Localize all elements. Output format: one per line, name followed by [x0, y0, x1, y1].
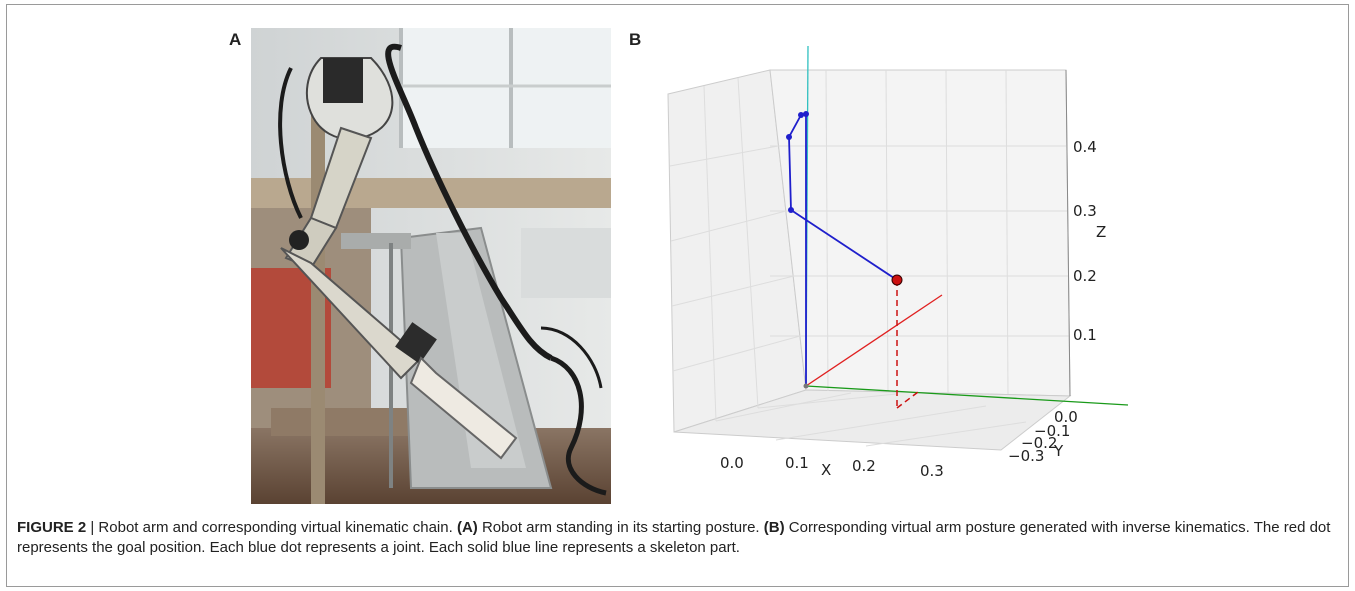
goal-floor-line	[896, 391, 919, 409]
z-tick-label: 0.3	[1073, 202, 1097, 220]
caption-title: Robot arm and corresponding virtual kine…	[98, 519, 453, 536]
plot-gridlines	[669, 69, 1069, 447]
y-tick-label: 0.0	[1054, 408, 1078, 426]
y-tick-label: −0.3	[1008, 447, 1044, 465]
caption-part-a-text: Robot arm standing in its starting postu…	[481, 519, 760, 536]
arm-skeleton-line	[788, 112, 898, 386]
x-axis-line	[805, 294, 943, 387]
x-tick-label: 0.1	[785, 454, 809, 472]
x-tick-label: 0.2	[852, 457, 876, 475]
joint-point	[786, 134, 792, 140]
joint-point	[788, 207, 794, 213]
plot-pane-back	[769, 69, 1071, 397]
robot-arm-illustration	[251, 28, 611, 504]
panel-b-label: B	[629, 30, 642, 49]
goal-point	[891, 274, 903, 286]
panel-a-label: A	[229, 30, 242, 49]
caption-part-b-text: Corresponding virtual arm posture genera…	[17, 519, 1331, 556]
z-axis-label: Z	[1096, 223, 1106, 241]
caption-part-a-tag: (A)	[456, 519, 478, 536]
z-tick-label: 0.2	[1073, 267, 1097, 285]
x-tick-label: 0.0	[720, 454, 744, 472]
joint-point	[798, 112, 804, 118]
joint-point	[803, 111, 809, 117]
y-axis-label: Y	[1053, 442, 1064, 460]
kinematic-chain-plot: 0.4 0.3 0.2 0.1 Z 0.0 0.1 0.2 0.3 X 0.0 …	[667, 45, 1129, 480]
y-tick-label: −0.1	[1034, 422, 1070, 440]
caption-part-b-tag: (B)	[763, 519, 785, 536]
y-axis-line	[805, 385, 1129, 406]
z-tick-label: 0.4	[1073, 138, 1097, 156]
caption-figure-number: FIGURE 2	[17, 519, 87, 536]
y-tick-label: −0.2	[1021, 434, 1057, 452]
z-tick-label: 0.1	[1073, 326, 1097, 344]
figure-frame	[6, 4, 1349, 587]
x-tick-label: 0.3	[920, 462, 944, 480]
x-axis-label: X	[821, 461, 831, 479]
robot-arm-photo	[251, 28, 611, 504]
figure-caption: FIGURE 2 | Robot arm and corresponding v…	[17, 519, 1331, 556]
joint-point	[803, 383, 809, 389]
